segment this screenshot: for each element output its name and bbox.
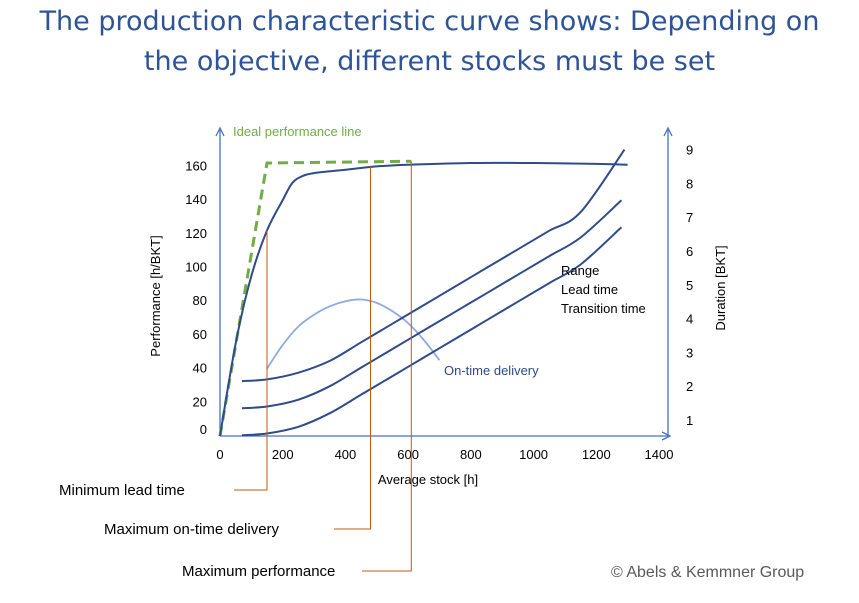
performance-curve — [220, 163, 628, 436]
y-right-tick-label: 5 — [686, 278, 693, 293]
y-right-tick-label: 4 — [686, 312, 693, 327]
y-left-tick-label: 120 — [185, 226, 207, 241]
y-right-tick-label: 3 — [686, 345, 693, 360]
x-tick-label: 0 — [216, 447, 223, 462]
maximum-performance-guide — [362, 161, 411, 571]
y-left-tick-label: 160 — [185, 158, 207, 173]
lead-time-label: Lead time — [561, 282, 618, 297]
y-right-tick-label: 9 — [686, 143, 693, 158]
x-tick-label: 1400 — [645, 447, 674, 462]
range-label: Range — [561, 263, 599, 278]
x-tick-label: 1200 — [582, 447, 611, 462]
production-characteristic-chart: 0 200 400 600 800 1000 1200 1400 0 20 40 60 80 100 120… — [0, 0, 859, 603]
y-axis-right-title: Duration [BKT] — [713, 245, 728, 330]
ideal-performance-line — [220, 161, 411, 436]
y-left-tick-label: 40 — [193, 361, 207, 376]
y-left-tick-label: 0 — [200, 422, 207, 437]
x-tick-label: 1000 — [519, 447, 548, 462]
minimum-lead-time-label: Minimum lead time — [59, 482, 185, 499]
x-tick-label: 600 — [397, 447, 419, 462]
x-tick-label: 400 — [335, 447, 357, 462]
on-time-delivery-label: On-time delivery — [444, 363, 539, 378]
ideal-performance-label: Ideal performance line — [233, 124, 362, 139]
y-left-tick-label: 60 — [193, 327, 207, 342]
y-right-tick-label: 7 — [686, 210, 693, 225]
x-axis-title: Average stock [h] — [378, 472, 478, 487]
transition-time-curve — [242, 227, 622, 435]
y-right-tick-label: 6 — [686, 244, 693, 259]
y-right-tick-label: 8 — [686, 176, 693, 191]
copyright-text: © Abels & Kemmner Group — [611, 564, 804, 581]
y-left-tick-label: 20 — [193, 394, 207, 409]
y-left-tick-label: 80 — [193, 293, 207, 308]
minimum-lead-time-guide — [234, 230, 267, 490]
x-tick-label: 800 — [460, 447, 482, 462]
x-tick-label: 200 — [272, 447, 294, 462]
y-axis-left-title: Performance [h/BKT] — [148, 235, 163, 356]
y-left-tick-label: 140 — [185, 192, 207, 207]
y-right-tick-label: 2 — [686, 379, 693, 394]
y-left-tick-label: 100 — [185, 260, 207, 275]
maximum-performance-label: Maximum performance — [182, 563, 335, 580]
y-right-tick-label: 1 — [686, 413, 693, 428]
transition-time-label: Transition time — [561, 301, 646, 316]
on-time-delivery-curve — [267, 299, 440, 368]
maximum-on-time-delivery-label: Maximum on-time delivery — [104, 521, 280, 538]
